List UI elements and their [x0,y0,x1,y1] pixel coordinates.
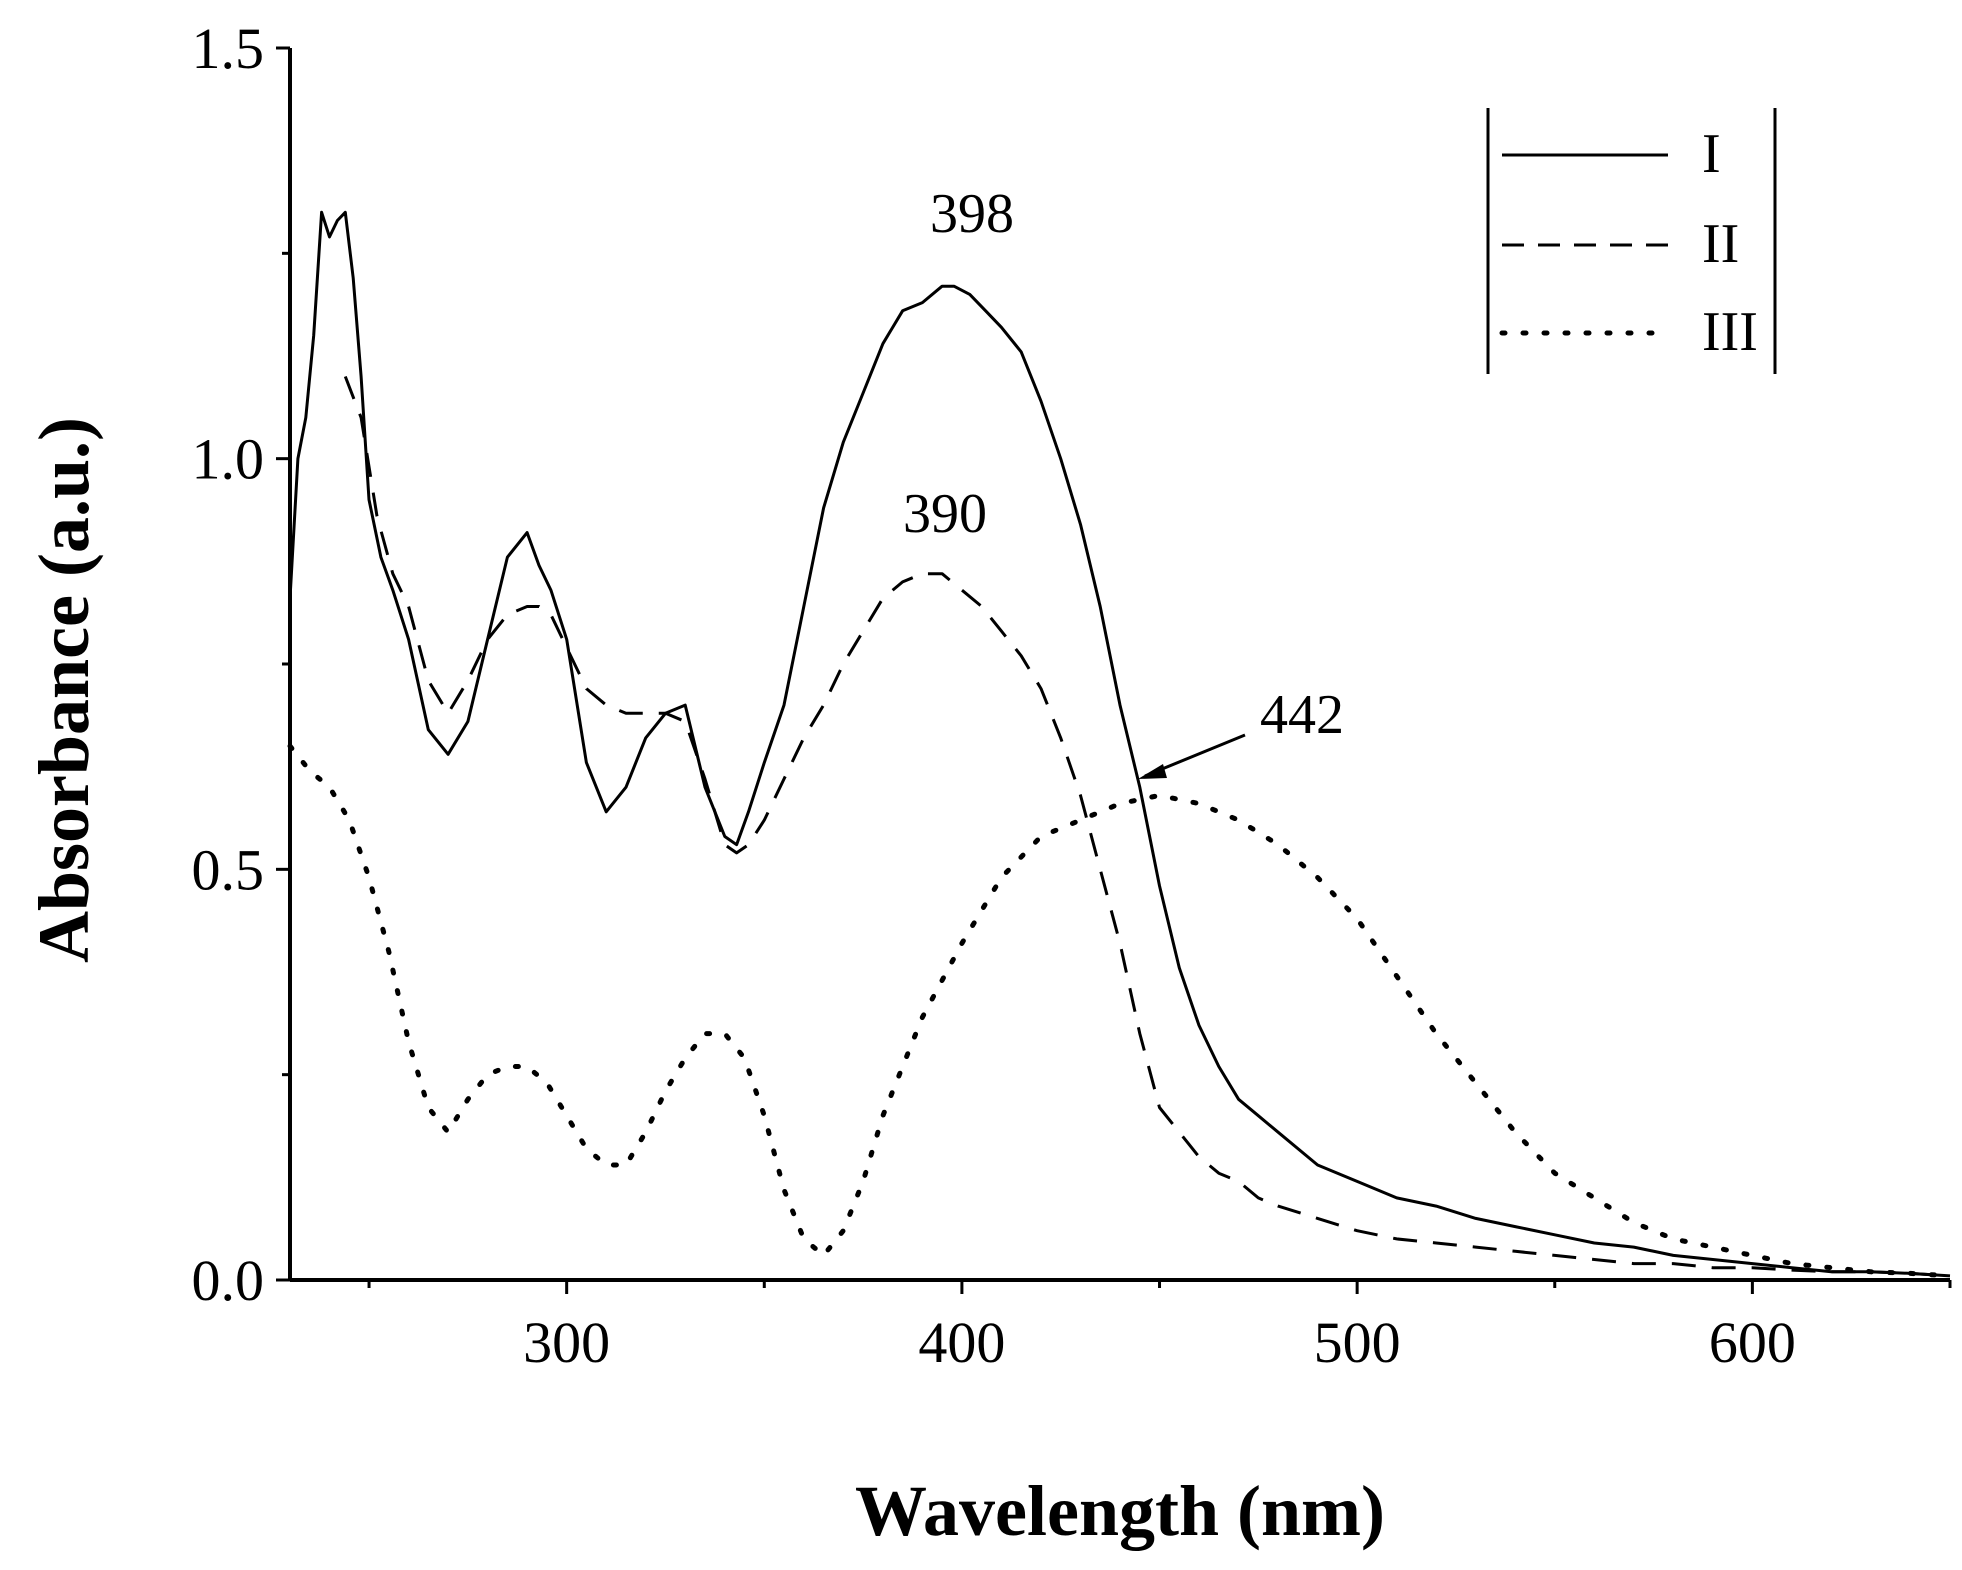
x-tick-label: 500 [1314,1310,1401,1375]
annotation-arrowhead-442 [1138,764,1167,779]
x-axis-title: Wavelength (nm) [855,1471,1385,1551]
peak-label-390: 390 [903,483,987,545]
y-axis-title: Absorbance (a.u.) [24,417,104,963]
x-tick-label: 300 [523,1310,610,1375]
y-tick-label: 0.5 [192,837,265,902]
peak-label-442: 442 [1260,684,1344,746]
y-tick-label: 1.0 [192,427,265,492]
x-tick-label: 600 [1709,1310,1796,1375]
peak-label-398: 398 [930,183,1014,245]
legend-label-ii: II [1702,213,1739,275]
y-tick-label: 1.5 [192,16,265,81]
x-tick-label: 400 [918,1310,1005,1375]
axes [288,48,1950,1282]
series-i-line [288,210,1951,1278]
y-tick-label: 0.0 [192,1248,265,1313]
legend: I II III [1486,108,1777,374]
legend-label-i: I [1702,123,1721,185]
legend-label-iii: III [1702,301,1758,363]
series-iii-line [287,743,1953,1279]
